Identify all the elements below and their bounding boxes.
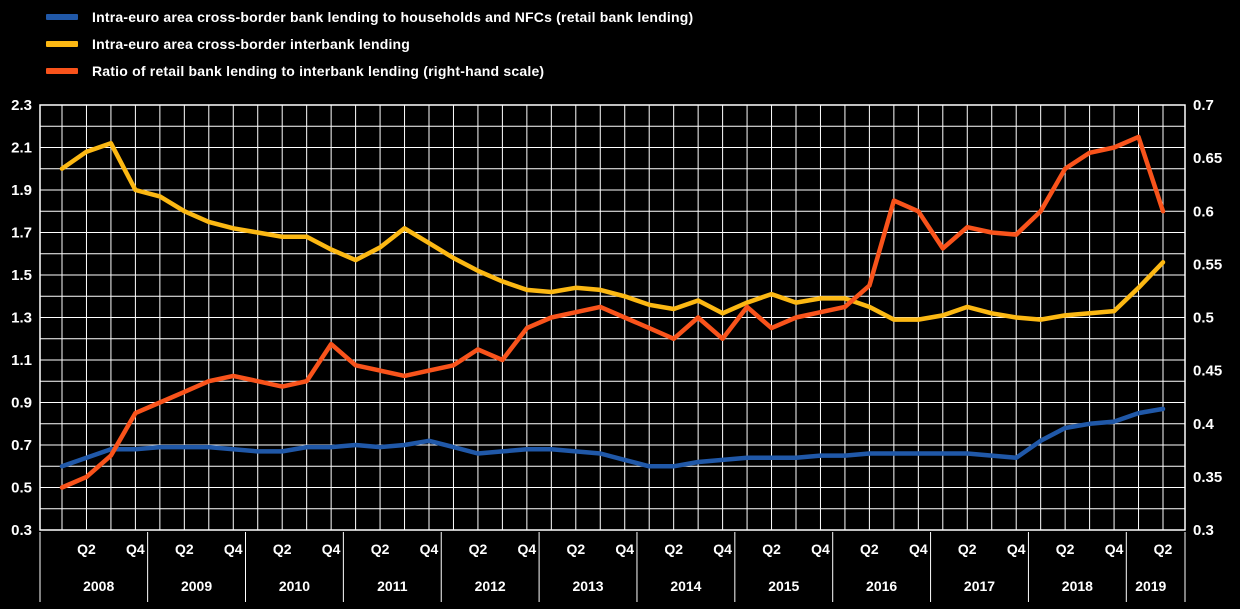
svg-text:Q2: Q2 (664, 541, 683, 557)
svg-text:0.7: 0.7 (1193, 97, 1214, 114)
svg-text:Q4: Q4 (126, 541, 145, 557)
svg-text:0.6: 0.6 (1193, 203, 1214, 220)
legend-label-ratio: Ratio of retail bank lending to interban… (92, 62, 545, 79)
svg-text:Q2: Q2 (273, 541, 292, 557)
svg-text:Q4: Q4 (1105, 541, 1124, 557)
svg-text:2018: 2018 (1062, 578, 1093, 594)
legend: Intra-euro area cross-border bank lendin… (46, 3, 693, 84)
svg-text:0.4: 0.4 (1193, 416, 1215, 433)
svg-text:2019: 2019 (1135, 578, 1166, 594)
svg-text:0.9: 0.9 (11, 395, 32, 412)
svg-text:2016: 2016 (866, 578, 897, 594)
svg-text:0.5: 0.5 (11, 480, 32, 497)
svg-text:Q2: Q2 (762, 541, 781, 557)
svg-text:1.1: 1.1 (11, 352, 32, 369)
svg-text:2015: 2015 (768, 578, 799, 594)
svg-text:0.7: 0.7 (11, 437, 32, 454)
svg-text:Q2: Q2 (860, 541, 879, 557)
svg-text:Q4: Q4 (224, 541, 243, 557)
legend-swatch-retail-lending (46, 13, 78, 20)
svg-text:Q4: Q4 (615, 541, 634, 557)
legend-item-retail-lending: Intra-euro area cross-border bank lendin… (46, 3, 693, 30)
legend-label-interbank-lending: Intra-euro area cross-border interbank l… (92, 35, 411, 52)
svg-text:0.45: 0.45 (1193, 363, 1222, 380)
svg-text:2011: 2011 (377, 578, 408, 594)
svg-text:Q2: Q2 (469, 541, 488, 557)
svg-text:0.3: 0.3 (11, 522, 32, 539)
svg-text:0.55: 0.55 (1193, 256, 1222, 273)
svg-text:2009: 2009 (181, 578, 212, 594)
svg-text:Q2: Q2 (175, 541, 194, 557)
svg-text:Q2: Q2 (1154, 541, 1173, 557)
svg-text:Q4: Q4 (518, 541, 537, 557)
svg-text:Q2: Q2 (1056, 541, 1075, 557)
svg-text:Q4: Q4 (420, 541, 439, 557)
svg-text:Q2: Q2 (77, 541, 96, 557)
legend-item-ratio: Ratio of retail bank lending to interban… (46, 57, 693, 84)
svg-text:Q4: Q4 (713, 541, 732, 557)
svg-text:2.3: 2.3 (11, 97, 32, 114)
svg-text:2017: 2017 (964, 578, 995, 594)
svg-text:0.35: 0.35 (1193, 469, 1222, 486)
svg-text:Q2: Q2 (958, 541, 977, 557)
svg-text:Q4: Q4 (322, 541, 341, 557)
svg-text:1.5: 1.5 (11, 267, 32, 284)
svg-text:2012: 2012 (475, 578, 506, 594)
svg-text:1.3: 1.3 (11, 310, 32, 327)
svg-text:1.7: 1.7 (11, 225, 32, 242)
legend-label-retail-lending: Intra-euro area cross-border bank lendin… (92, 8, 694, 25)
legend-swatch-ratio (46, 67, 78, 74)
svg-text:1.9: 1.9 (11, 182, 32, 199)
svg-text:0.3: 0.3 (1193, 522, 1214, 539)
svg-text:0.5: 0.5 (1193, 310, 1214, 327)
legend-swatch-interbank-lending (46, 40, 78, 47)
svg-text:Q2: Q2 (371, 541, 390, 557)
svg-text:0.65: 0.65 (1193, 150, 1222, 167)
svg-text:2013: 2013 (572, 578, 603, 594)
svg-text:Q4: Q4 (1007, 541, 1026, 557)
svg-text:2014: 2014 (670, 578, 701, 594)
legend-item-interbank-lending: Intra-euro area cross-border interbank l… (46, 30, 693, 57)
svg-text:2.1: 2.1 (11, 140, 32, 157)
svg-text:2008: 2008 (83, 578, 114, 594)
svg-text:Q4: Q4 (811, 541, 830, 557)
svg-text:Q2: Q2 (566, 541, 585, 557)
svg-text:2010: 2010 (279, 578, 310, 594)
svg-text:Q4: Q4 (909, 541, 928, 557)
